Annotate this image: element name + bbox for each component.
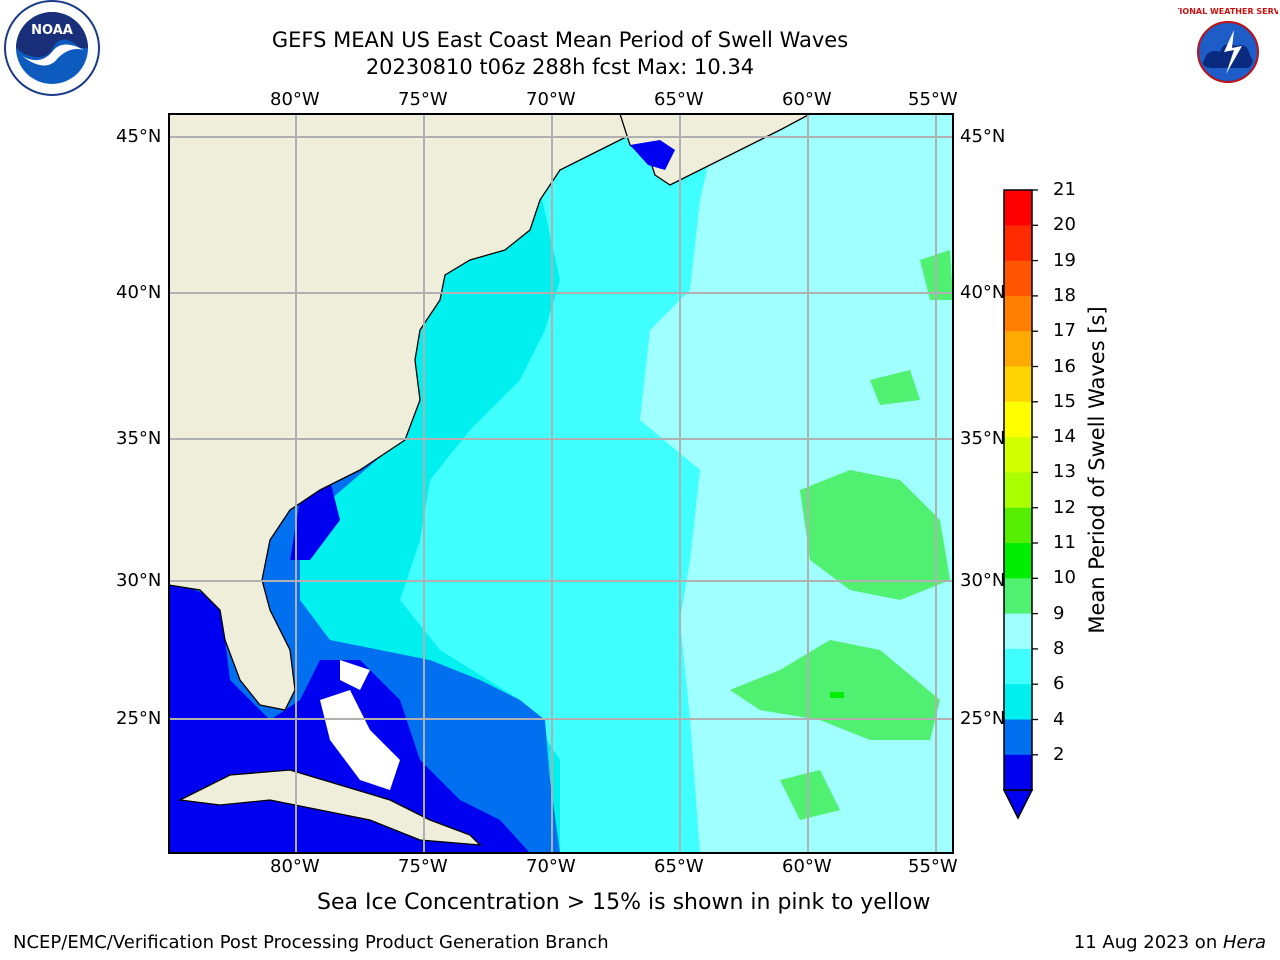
lon-label-top: 80°W xyxy=(270,89,320,110)
colorbar-tick-label: 6 xyxy=(1053,673,1065,695)
colorbar-tick-label: 4 xyxy=(1053,708,1065,730)
colorbar-tick-label: 13 xyxy=(1053,461,1076,483)
colorbar-segment xyxy=(1004,684,1032,720)
nws-logo-text: NATIONAL WEATHER SERVICE xyxy=(1178,7,1278,16)
colorbar-tick-label: 17 xyxy=(1053,320,1076,342)
colorbar-segment xyxy=(1004,507,1032,544)
colorbar-segment xyxy=(1004,719,1032,756)
colorbar-tick-label: 8 xyxy=(1053,637,1065,659)
footer-date-text: 11 Aug 2023 on xyxy=(1073,932,1223,953)
colorbar-segment xyxy=(1004,578,1032,615)
map-title: GEFS MEAN US East Coast Mean Period of S… xyxy=(271,28,849,52)
sea-ice-note: Sea Ice Concentration > 15% is shown in … xyxy=(317,890,931,915)
map-grid xyxy=(169,114,953,853)
lat-label-right: 40°N xyxy=(960,282,1006,303)
lon-label-top: 60°W xyxy=(782,89,832,110)
colorbar-tick-label: 20 xyxy=(1053,214,1076,236)
noaa-logo: NOAA xyxy=(4,0,100,96)
map-subtitle: 20230810 t06z 288h fcst Max: 10.34 xyxy=(365,55,755,79)
noaa-logo-text: NOAA xyxy=(31,23,73,38)
colorbar-tick-label: 11 xyxy=(1053,532,1076,553)
lon-label-bottom: 60°W xyxy=(782,856,832,877)
colorbar-segment xyxy=(1004,754,1032,791)
colorbar-segment xyxy=(1004,331,1032,367)
colorbar-tick-label: 21 xyxy=(1053,179,1076,200)
lon-label-bottom: 80°W xyxy=(270,856,320,877)
footer-date: 11 Aug 2023 on Hera xyxy=(1074,932,1266,953)
footer-credit: NCEP/EMC/Verification Post Processing Pr… xyxy=(13,932,609,953)
lon-label-bottom: 55°W xyxy=(908,856,958,877)
lon-label-bottom: 75°W xyxy=(398,856,448,877)
colorbar-tick-label: 16 xyxy=(1053,355,1076,377)
lat-label-left: 45°N xyxy=(116,126,162,147)
field-green-east xyxy=(800,470,950,600)
colorbar xyxy=(1002,189,1038,820)
lat-label-left: 40°N xyxy=(116,282,162,303)
colorbar-tick-label: 15 xyxy=(1053,390,1076,412)
lon-label-bottom: 70°W xyxy=(526,856,576,877)
colorbar-segment xyxy=(1004,295,1032,332)
colorbar-segment xyxy=(1004,190,1032,226)
colorbar-extend-arrow xyxy=(1002,789,1034,820)
colorbar-tick-label: 2 xyxy=(1053,743,1065,765)
lon-label-top: 55°W xyxy=(908,89,958,110)
colorbar-segment xyxy=(1004,613,1032,650)
colorbar-segment xyxy=(1004,472,1032,509)
colorbar-segment xyxy=(1004,543,1032,579)
colorbar-segment xyxy=(1004,225,1032,262)
colorbar-tick-label: 19 xyxy=(1053,249,1076,271)
map-frame xyxy=(168,113,954,854)
map-fields xyxy=(169,114,953,853)
colorbar-frame xyxy=(1003,189,1033,791)
nws-logo: NATIONAL WEATHER SERVICE xyxy=(1178,3,1278,97)
lat-label-right: 25°N xyxy=(960,708,1006,729)
lon-label-bottom: 65°W xyxy=(654,856,704,877)
colorbar-tick-label: 18 xyxy=(1053,284,1076,306)
colorbar-segment xyxy=(1004,648,1032,685)
land-us xyxy=(169,114,642,711)
lat-label-left: 25°N xyxy=(116,708,162,729)
colorbar-tick-label: 9 xyxy=(1053,602,1065,624)
land-cuba xyxy=(177,769,482,846)
field-white-bahamas xyxy=(320,690,400,790)
lat-label-left: 30°N xyxy=(116,570,162,591)
colorbar-segment xyxy=(1004,437,1032,473)
colorbar-tick-label: 12 xyxy=(1053,496,1076,518)
lon-label-top: 65°W xyxy=(654,89,704,110)
lat-label-right: 30°N xyxy=(960,570,1006,591)
colorbar-tick-label: 10 xyxy=(1053,567,1076,589)
colorbar-segment xyxy=(1004,401,1032,438)
lat-label-left: 35°N xyxy=(116,428,162,449)
colorbar-title: Mean Period of Swell Waves [s] xyxy=(1085,306,1109,634)
lat-label-right: 35°N xyxy=(960,428,1006,449)
colorbar-segment xyxy=(1004,366,1032,403)
lon-label-top: 75°W xyxy=(398,89,448,110)
colorbar-tick-label: 14 xyxy=(1053,426,1076,448)
lat-label-right: 45°N xyxy=(960,126,1006,147)
colorbar-segment xyxy=(1004,260,1032,297)
footer-host: Hera xyxy=(1222,932,1266,953)
lon-label-top: 70°W xyxy=(526,89,576,110)
